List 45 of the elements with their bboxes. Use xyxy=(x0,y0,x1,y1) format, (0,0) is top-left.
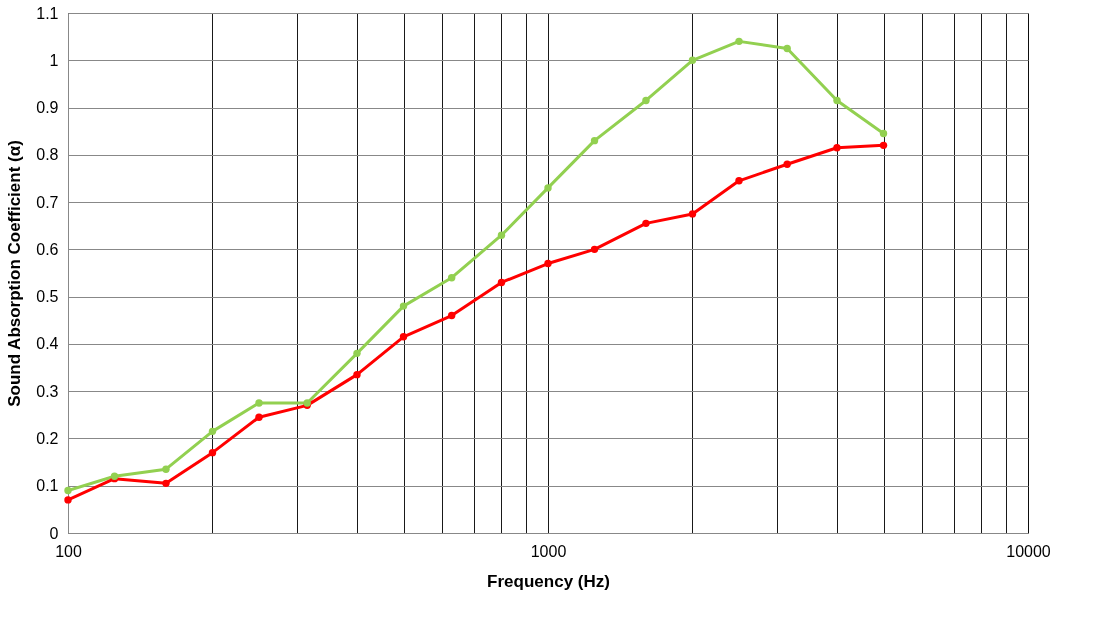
y-tick-label: 0.1 xyxy=(36,477,59,495)
x-tick-label: 100 xyxy=(55,542,82,560)
x-tick-label: 10000 xyxy=(1006,542,1051,560)
point xyxy=(833,96,841,105)
point xyxy=(544,259,552,268)
point xyxy=(879,129,888,138)
point xyxy=(353,370,361,379)
y-tick-label: 0.3 xyxy=(36,382,59,400)
point xyxy=(447,274,456,282)
point xyxy=(399,302,408,310)
point xyxy=(255,399,263,407)
point xyxy=(783,44,791,53)
y-tick-label: 0.5 xyxy=(36,288,59,306)
point xyxy=(879,141,888,150)
x-tick-label: 1000 xyxy=(530,542,567,560)
point xyxy=(497,231,506,239)
point xyxy=(735,37,743,46)
point xyxy=(590,245,599,254)
y-tick-label: 0 xyxy=(49,524,59,542)
point xyxy=(688,56,697,64)
point xyxy=(833,144,841,152)
x-axis-title: Frequency (Hz) xyxy=(487,571,610,591)
y-tick-label: 0.4 xyxy=(36,335,59,353)
point xyxy=(783,160,791,168)
y-tick-label: 0.6 xyxy=(36,240,59,258)
point xyxy=(64,486,72,495)
y-axis-title: Sound Absorption Coefficient (α) xyxy=(5,140,25,407)
point xyxy=(399,333,408,341)
point xyxy=(64,496,72,504)
point xyxy=(544,184,552,192)
point xyxy=(208,448,217,457)
point xyxy=(497,278,506,287)
point xyxy=(590,136,599,145)
point xyxy=(688,210,697,218)
point xyxy=(353,349,361,358)
y-tick-label: 1 xyxy=(49,51,59,69)
y-tick-label: 0.8 xyxy=(36,146,59,164)
y-tick-label: 0.9 xyxy=(36,99,59,117)
point xyxy=(208,427,217,436)
y-tick-label: 0.2 xyxy=(36,429,59,447)
point xyxy=(255,413,263,421)
point xyxy=(735,177,743,185)
point xyxy=(447,311,456,320)
y-tick-label: 1.1 xyxy=(36,4,59,22)
y-tick-label: 0.7 xyxy=(36,193,59,211)
